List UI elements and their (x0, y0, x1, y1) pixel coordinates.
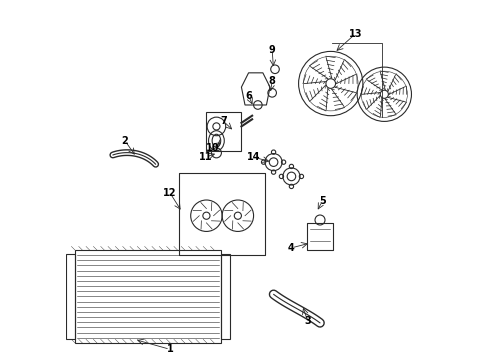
Text: 3: 3 (304, 316, 311, 327)
Text: 4: 4 (288, 243, 295, 253)
Bar (307, 223, 333, 250)
Bar (206, 112, 242, 152)
Bar (179, 173, 265, 255)
Text: 13: 13 (349, 28, 363, 39)
Bar (221, 253, 230, 339)
Text: 2: 2 (122, 136, 128, 146)
Text: 8: 8 (269, 76, 275, 86)
Text: 6: 6 (245, 91, 252, 101)
Text: 1: 1 (167, 344, 173, 354)
Bar (66, 253, 75, 339)
Text: 12: 12 (163, 188, 177, 198)
Text: 5: 5 (319, 197, 325, 206)
Text: 10: 10 (206, 143, 220, 153)
Text: 9: 9 (269, 45, 275, 55)
Text: 14: 14 (247, 152, 260, 162)
Text: 11: 11 (199, 152, 213, 162)
Text: 7: 7 (220, 116, 227, 126)
Bar (75, 250, 221, 343)
